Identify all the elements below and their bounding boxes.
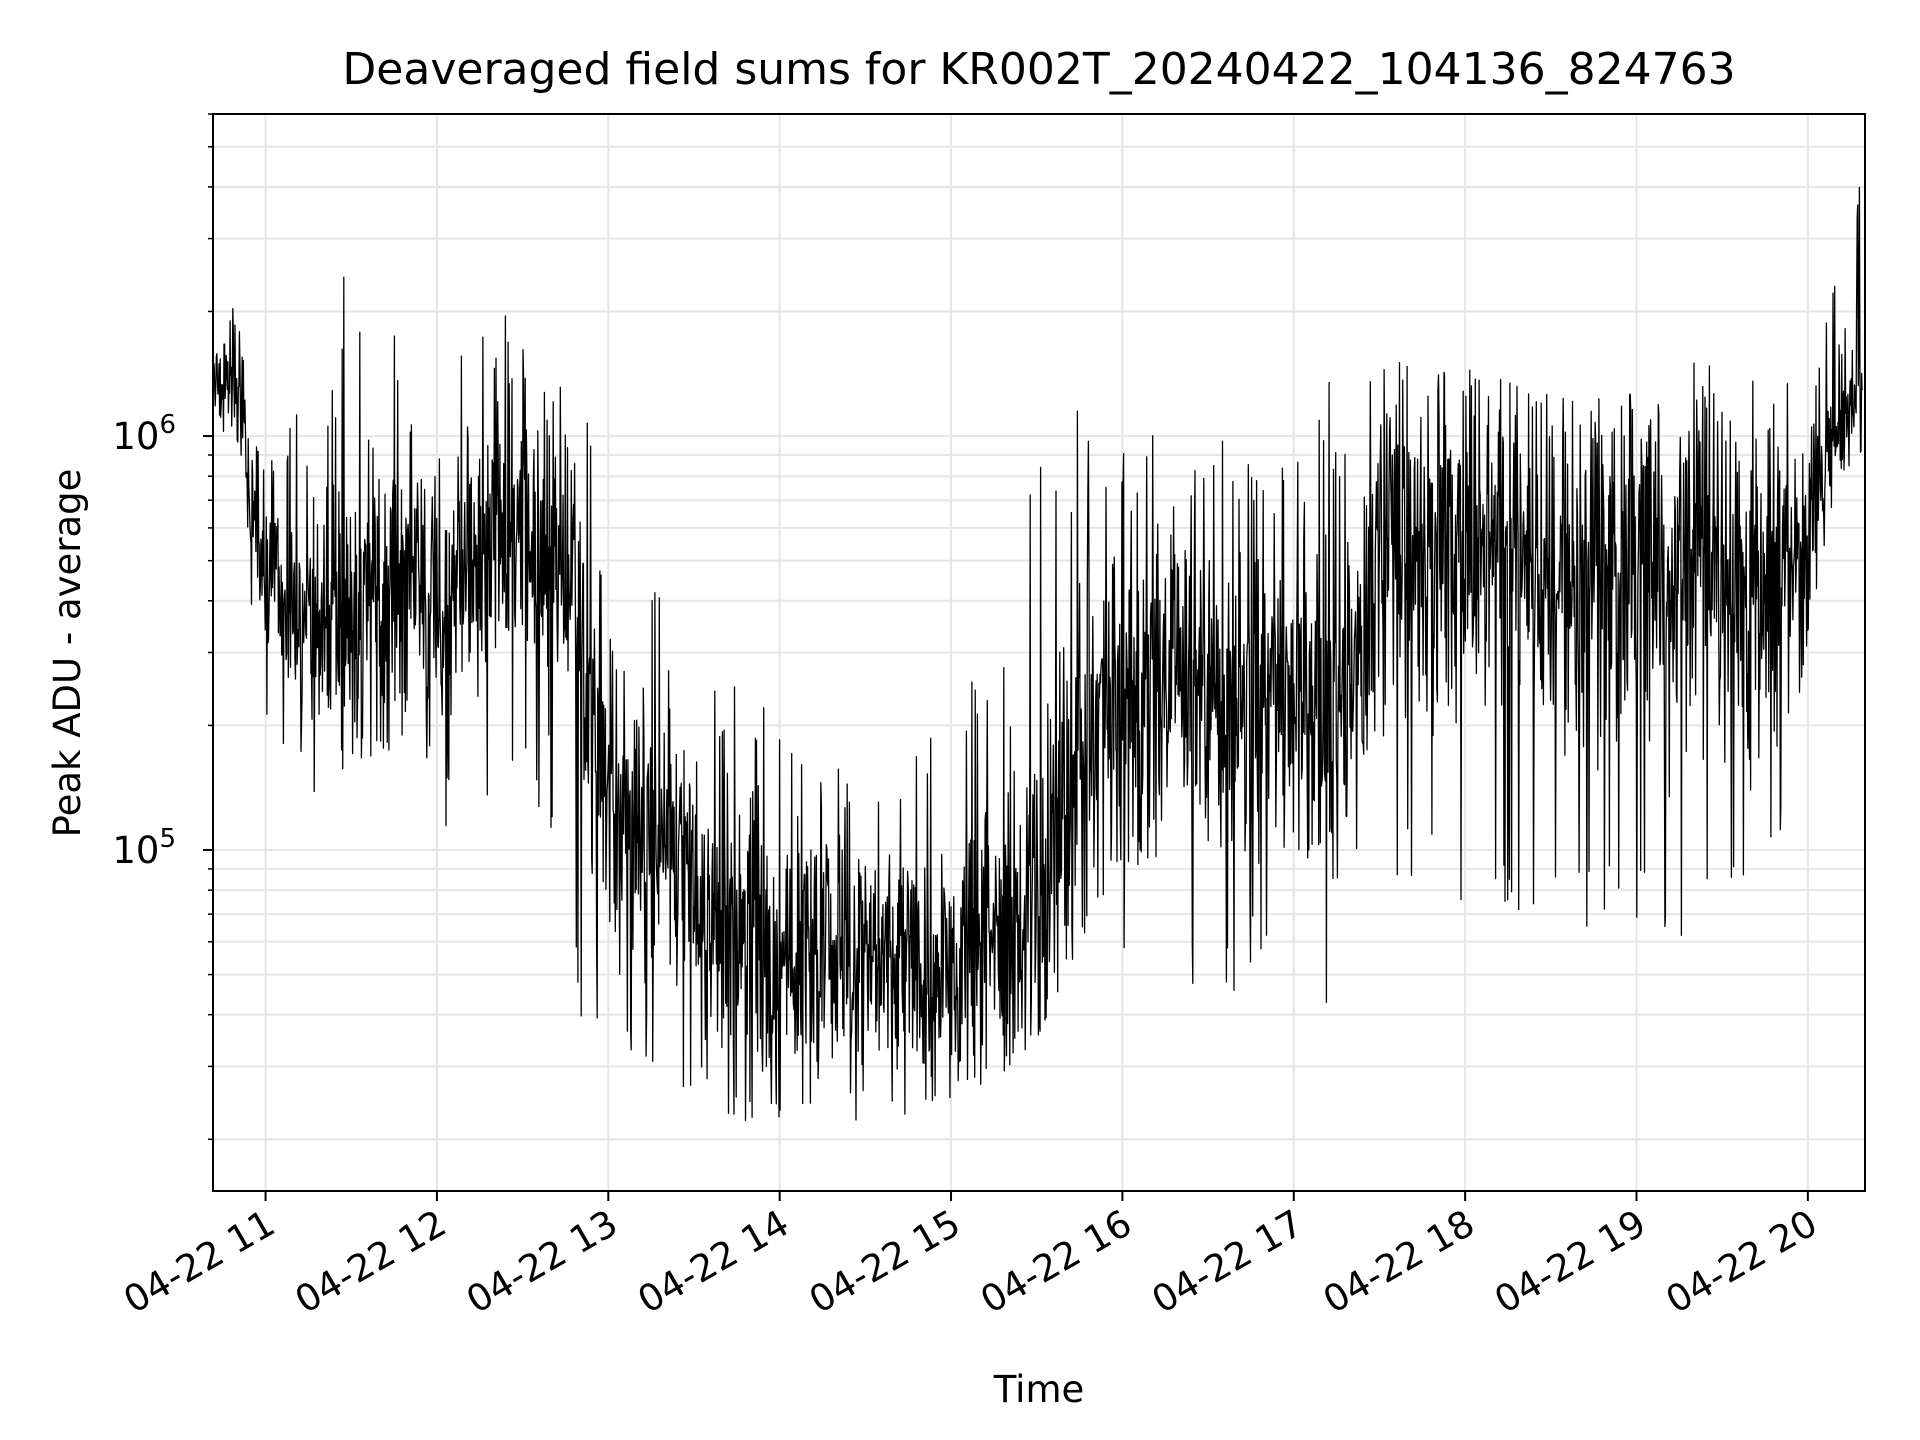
y-tick-base: 10 — [112, 415, 159, 458]
y-axis-label: Peak ADU - average — [46, 469, 89, 838]
series-trace — [213, 186, 1863, 1122]
y-tick-exponent: 5 — [159, 824, 176, 854]
x-axis-label: Time — [993, 1368, 1085, 1411]
y-tick-label: 105 — [112, 824, 176, 872]
series-line — [213, 186, 1863, 1122]
y-tick-exponent: 6 — [159, 410, 176, 440]
y-tick-label: 106 — [112, 410, 176, 458]
chart-title: Deaveraged field sums for KR002T_2024042… — [342, 44, 1735, 95]
y-tick-base: 10 — [112, 829, 159, 872]
